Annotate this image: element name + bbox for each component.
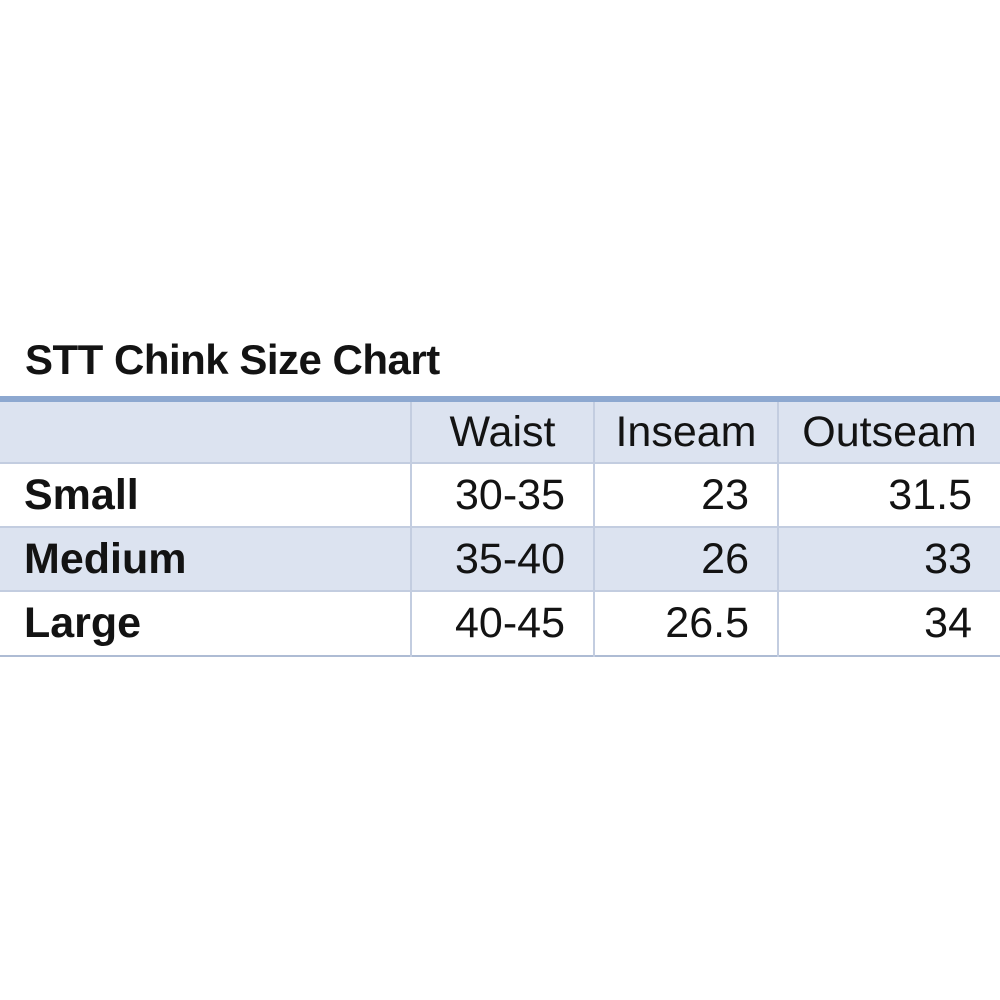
large-outseam-value: 34 [777,591,1000,656]
table-row-small: Small 30-35 23 31.5 [0,463,1000,527]
large-inseam-value: 26.5 [593,591,778,656]
small-inseam-value: 23 [593,463,778,527]
small-waist-value: 30-35 [410,463,594,527]
column-header-inseam: Inseam [593,399,778,463]
row-label-small: Small [24,470,139,519]
corner-cell [0,399,411,463]
page-title: STT Chink Size Chart [25,336,440,383]
medium-waist-value: 35-40 [410,527,594,591]
header-row: Waist Inseam Outseam [0,399,1000,463]
column-header-waist: Waist [410,399,594,463]
small-outseam-value: 31.5 [777,463,1000,527]
size-chart-table: Waist Inseam Outseam Small 30-35 23 31.5… [0,396,1000,657]
column-header-outseam: Outseam [777,399,1000,463]
row-label-medium: Medium [24,534,187,583]
medium-outseam-value: 33 [777,527,1000,591]
table-row-large: Large 40-45 26.5 34 [0,591,1000,656]
large-waist-value: 40-45 [410,591,594,656]
medium-inseam-value: 26 [593,527,778,591]
table-row-medium: Medium 35-40 26 33 [0,527,1000,591]
row-label-large: Large [24,599,142,647]
